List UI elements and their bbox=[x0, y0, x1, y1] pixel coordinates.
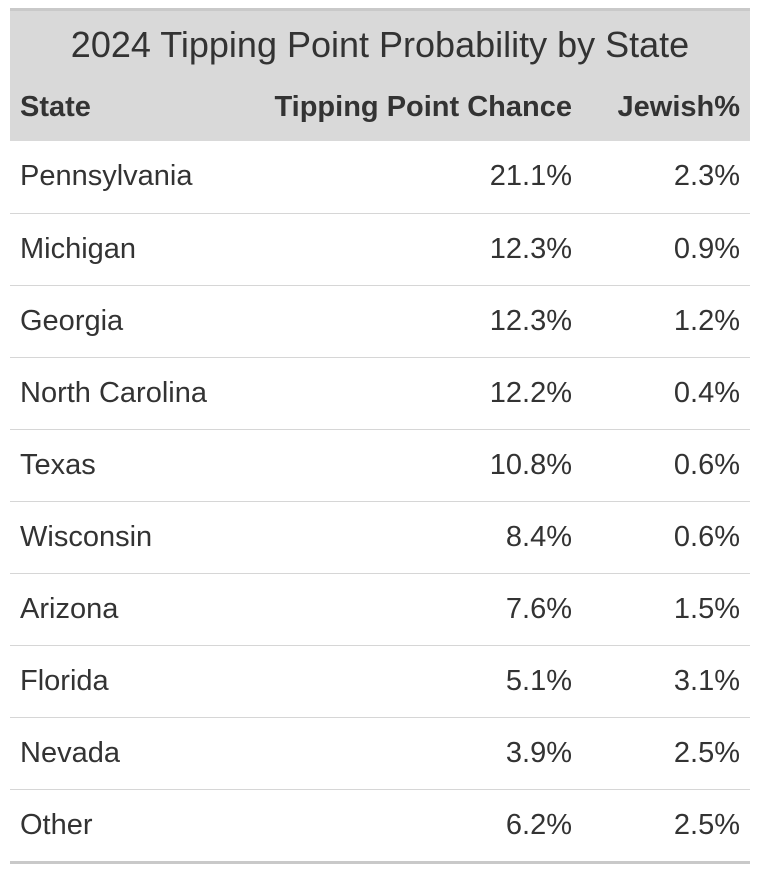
table-cell-jewish-percent: 0.6% bbox=[673, 520, 740, 553]
table-row: Florida 5.1% 3.1% bbox=[10, 645, 750, 717]
table-cell-tipping-point-chance: 12.3% bbox=[489, 304, 572, 337]
table-cell-jewish-percent: 1.5% bbox=[673, 592, 740, 625]
table-cell-tipping-point-chance: 8.4% bbox=[505, 520, 572, 553]
table-cell-jewish-percent: 2.3% bbox=[673, 160, 740, 193]
table-title: 2024 Tipping Point Probability by State bbox=[10, 11, 750, 74]
table-cell-state: Other bbox=[20, 808, 93, 841]
table-cell-state: Georgia bbox=[20, 304, 124, 337]
table-cell-jewish-percent: 2.5% bbox=[673, 808, 740, 841]
table-cell-state: Wisconsin bbox=[20, 520, 153, 553]
table-cell-jewish-percent: 2.5% bbox=[673, 736, 740, 769]
table-row: Texas 10.8% 0.6% bbox=[10, 429, 750, 501]
table-cell-tipping-point-chance: 10.8% bbox=[489, 448, 572, 481]
table-cell-jewish-percent: 1.2% bbox=[673, 304, 740, 337]
table-row: Michigan 12.3% 0.9% bbox=[10, 213, 750, 285]
table-cell-state: Michigan bbox=[20, 232, 137, 265]
tipping-point-table: State Tipping Point Chance Jewish% Penns… bbox=[10, 74, 750, 861]
table-row: Wisconsin 8.4% 0.6% bbox=[10, 501, 750, 573]
table-row: Georgia 12.3% 1.2% bbox=[10, 285, 750, 357]
top-rule bbox=[10, 8, 750, 11]
table-row: North Carolina 12.2% 0.4% bbox=[10, 357, 750, 429]
table-cell-tipping-point-chance: 6.2% bbox=[505, 808, 572, 841]
table-cell-tipping-point-chance: 5.1% bbox=[505, 664, 572, 697]
column-header-tipping-point-chance: Tipping Point Chance bbox=[274, 91, 572, 123]
table-cell-state: Nevada bbox=[20, 736, 120, 769]
table-row: Nevada 3.9% 2.5% bbox=[10, 717, 750, 789]
table-cell-state: Texas bbox=[20, 448, 96, 481]
table-row: Arizona 7.6% 1.5% bbox=[10, 573, 750, 645]
table-cell-state: Pennsylvania bbox=[20, 160, 193, 193]
column-header-jewish-percent: Jewish% bbox=[617, 91, 741, 123]
table-cell-tipping-point-chance: 7.6% bbox=[505, 592, 572, 625]
table-cell-state: Florida bbox=[20, 664, 109, 697]
table-row: Pennsylvania 21.1% 2.3% bbox=[10, 141, 750, 213]
table-cell-jewish-percent: 0.4% bbox=[673, 376, 740, 409]
table-cell-jewish-percent: 3.1% bbox=[673, 664, 740, 697]
table-cell-tipping-point-chance: 12.2% bbox=[489, 376, 572, 409]
table-cell-tipping-point-chance: 12.3% bbox=[489, 232, 572, 265]
header-row: State Tipping Point Chance Jewish% bbox=[10, 74, 750, 141]
table-body: Pennsylvania 21.1% 2.3% Michigan 12.3% 0.9% Ge… bbox=[10, 141, 750, 861]
table-cell-tipping-point-chance: 3.9% bbox=[505, 736, 572, 769]
table-row: Other 6.2% 2.5% bbox=[10, 789, 750, 861]
column-header-state: State bbox=[20, 91, 91, 123]
table-cell-tipping-point-chance: 21.1% bbox=[489, 160, 572, 193]
table-cell-state: Arizona bbox=[20, 592, 119, 625]
bottom-rule bbox=[10, 861, 750, 864]
table-cell-state: North Carolina bbox=[20, 376, 207, 409]
table-cell-jewish-percent: 0.9% bbox=[673, 232, 740, 265]
tipping-point-table-card: 2024 Tipping Point Probability by State … bbox=[10, 8, 750, 864]
table-cell-jewish-percent: 0.6% bbox=[673, 448, 740, 481]
